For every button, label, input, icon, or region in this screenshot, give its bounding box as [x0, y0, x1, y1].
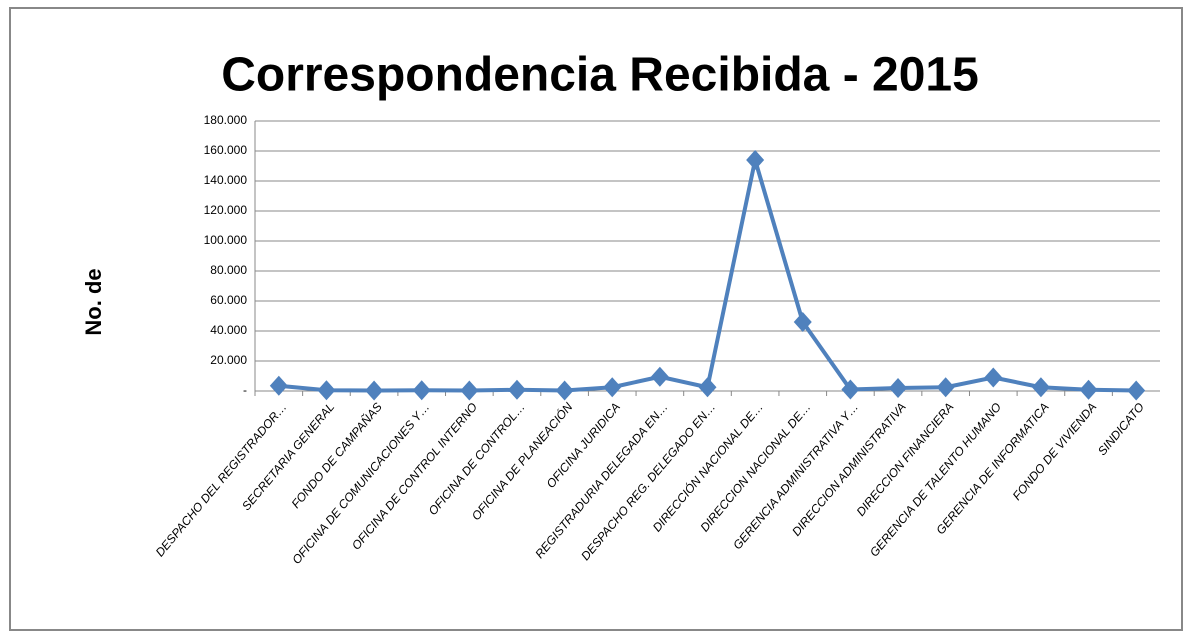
marker [984, 367, 1003, 388]
marker [698, 377, 717, 398]
marker [936, 377, 955, 398]
marker [1079, 379, 1098, 400]
marker [1031, 377, 1050, 398]
frame [9, 7, 1183, 631]
marker [793, 312, 812, 332]
y-tick-label: - [243, 383, 247, 397]
marker [746, 150, 765, 170]
marker [1127, 380, 1146, 401]
marker [555, 380, 574, 401]
chart-title: Correspondencia Recibida - 2015 [221, 49, 979, 102]
marker [317, 380, 336, 401]
marker [365, 380, 384, 401]
y-tick-label: 120.000 [204, 203, 248, 217]
y-tick-label: 60.000 [210, 293, 247, 307]
marker [841, 379, 860, 400]
marker [889, 378, 908, 398]
y-tick-label: 80.000 [210, 263, 247, 277]
marker [507, 379, 526, 400]
marker [603, 377, 622, 398]
y-tick-label: 20.000 [210, 353, 247, 367]
y-tick-label: 160.000 [204, 143, 248, 157]
y-axis-title: No. de [81, 268, 106, 335]
y-tick-label: 180.000 [204, 113, 248, 127]
marker [412, 380, 431, 401]
y-tick-label: 40.000 [210, 323, 247, 337]
marker [650, 366, 669, 387]
marker [460, 380, 479, 401]
y-tick-label: 100.000 [204, 233, 248, 247]
y-tick-label: 140.000 [204, 173, 248, 187]
marker [269, 375, 288, 396]
